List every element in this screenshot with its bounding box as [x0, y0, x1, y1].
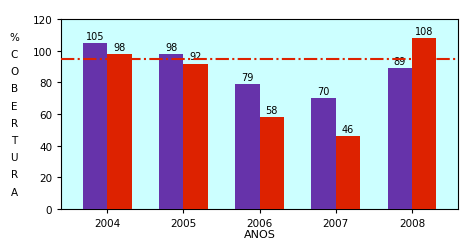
Text: R: R	[10, 170, 18, 180]
Text: 58: 58	[266, 106, 278, 115]
Text: B: B	[10, 84, 18, 94]
Bar	[107, 55, 132, 209]
Text: 79: 79	[241, 72, 253, 82]
Text: 98: 98	[113, 43, 126, 52]
Text: U: U	[10, 152, 18, 163]
Bar	[412, 39, 437, 209]
Bar	[83, 44, 107, 209]
Text: %: %	[9, 33, 19, 43]
Text: 92: 92	[189, 52, 202, 62]
Text: 89: 89	[394, 57, 406, 67]
Text: T: T	[11, 135, 17, 145]
Bar	[336, 137, 360, 209]
Bar	[183, 64, 208, 209]
Text: 70: 70	[318, 87, 330, 97]
Text: 108: 108	[415, 27, 433, 37]
Text: 46: 46	[342, 124, 354, 134]
Text: O: O	[10, 67, 18, 77]
X-axis label: ANOS: ANOS	[244, 230, 276, 239]
Text: E: E	[11, 101, 17, 111]
Bar	[159, 55, 183, 209]
Bar	[260, 118, 284, 209]
Bar	[235, 85, 260, 209]
Text: A: A	[10, 187, 18, 197]
Bar	[388, 69, 412, 209]
Text: C: C	[10, 50, 18, 60]
Text: 105: 105	[85, 32, 104, 41]
Text: R: R	[10, 118, 18, 128]
Bar	[312, 99, 336, 209]
Text: 98: 98	[165, 43, 177, 52]
